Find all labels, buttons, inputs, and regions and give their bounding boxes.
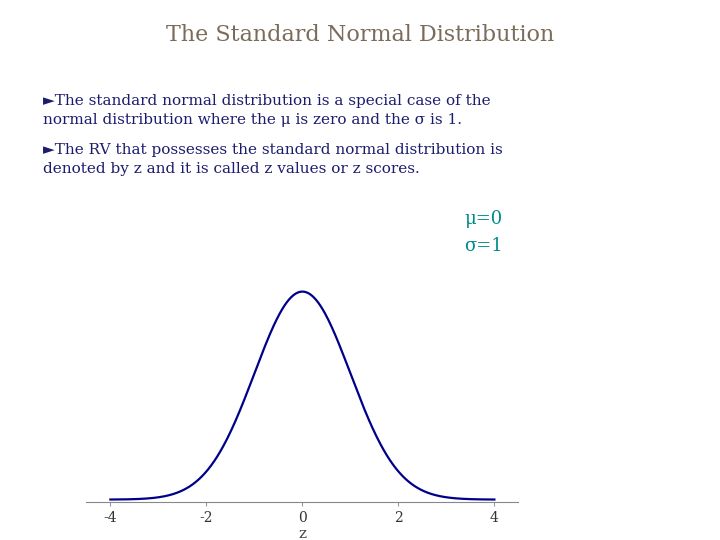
Text: ►The RV that possesses the standard normal distribution is: ►The RV that possesses the standard norm… bbox=[43, 143, 503, 157]
Text: normal distribution where the μ is zero and the σ is 1.: normal distribution where the μ is zero … bbox=[43, 113, 462, 127]
Text: denoted by z and it is called z values or z scores.: denoted by z and it is called z values o… bbox=[43, 162, 420, 176]
X-axis label: z: z bbox=[298, 526, 307, 540]
Text: μ=0: μ=0 bbox=[464, 210, 503, 228]
Text: ►The standard normal distribution is a special case of the: ►The standard normal distribution is a s… bbox=[43, 94, 491, 109]
Text: 14: 14 bbox=[8, 60, 28, 75]
Text: σ=1: σ=1 bbox=[464, 237, 503, 255]
Text: The Standard Normal Distribution: The Standard Normal Distribution bbox=[166, 24, 554, 46]
